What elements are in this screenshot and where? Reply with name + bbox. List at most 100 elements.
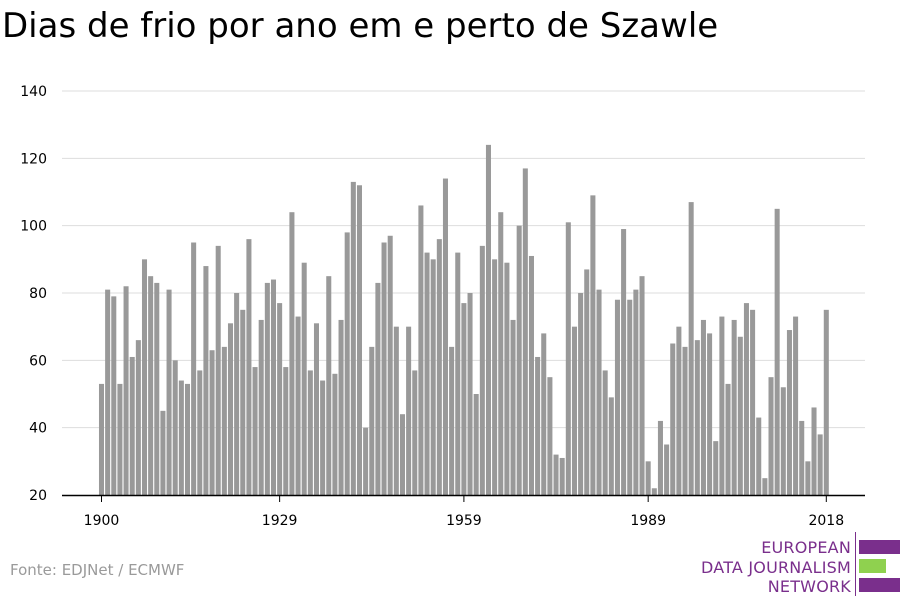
bar (406, 326, 412, 495)
bar (283, 367, 289, 495)
bar (547, 377, 553, 495)
logo-bar-green (859, 559, 886, 573)
bar (528, 255, 534, 495)
bar (823, 309, 829, 495)
bar (614, 299, 620, 495)
bar (313, 323, 320, 495)
bar (786, 330, 792, 495)
bar (178, 380, 184, 495)
y-tick-label: 60 (29, 353, 47, 369)
bar (485, 144, 491, 495)
bar (707, 333, 713, 495)
bar (449, 346, 455, 495)
bar (461, 303, 467, 495)
bar (191, 242, 197, 495)
bar (504, 262, 510, 495)
bar (234, 293, 240, 495)
bar (369, 346, 375, 495)
bar (492, 259, 498, 495)
bar (332, 373, 338, 495)
bar (399, 414, 405, 495)
x-tick-label: 1929 (262, 513, 298, 529)
bar (117, 383, 123, 495)
bar (123, 286, 129, 495)
bar (246, 239, 252, 495)
logo-text: EUROPEAN DATA JOURNALISM NETWORK (701, 538, 851, 597)
bar (811, 407, 817, 495)
y-tick-label: 120 (20, 151, 47, 167)
bar (621, 229, 627, 496)
bar (479, 245, 485, 495)
logo-line-1: EUROPEAN (761, 538, 851, 557)
x-tick-label: 1989 (630, 513, 666, 529)
bar (209, 350, 215, 495)
logo-bar-purple-top (859, 540, 900, 554)
bar (651, 488, 657, 495)
bar (633, 289, 639, 495)
bar (793, 316, 799, 495)
bar (203, 266, 209, 495)
bar (105, 289, 111, 495)
bar (608, 397, 614, 495)
bar (590, 195, 596, 495)
bar (510, 319, 516, 495)
bar (301, 262, 307, 495)
logo-line-2: DATA JOURNALISM (701, 557, 851, 577)
y-tick-label: 20 (29, 488, 47, 504)
bar (455, 252, 461, 495)
y-tick-label: 140 (20, 84, 47, 100)
bar (805, 461, 811, 495)
bar (571, 326, 577, 495)
bar (559, 457, 565, 495)
x-tick-label: 1959 (446, 513, 482, 529)
bar (676, 326, 682, 495)
bar (418, 205, 424, 495)
bar (141, 259, 148, 495)
bar (172, 360, 178, 495)
bar (393, 326, 399, 495)
bar (498, 212, 504, 495)
bar (780, 387, 786, 495)
bar (387, 235, 393, 495)
bar (381, 242, 387, 495)
logo-line-3: NETWORK (767, 577, 851, 596)
bar (535, 356, 541, 495)
bar (719, 316, 725, 495)
bar (252, 367, 258, 495)
bar (541, 333, 547, 495)
bar (799, 420, 805, 495)
bar (725, 383, 731, 495)
bar (375, 282, 381, 495)
bar (98, 383, 105, 495)
bar (135, 340, 141, 495)
y-tick-label: 80 (29, 286, 47, 302)
bar (227, 323, 234, 495)
bar (197, 370, 203, 495)
bar (289, 212, 295, 495)
bar (737, 336, 743, 495)
bar (436, 239, 442, 495)
bar (430, 259, 436, 495)
y-tick-label: 40 (29, 421, 47, 437)
bar (338, 319, 344, 495)
bar (221, 346, 227, 495)
bar (184, 383, 191, 495)
bar (657, 420, 663, 495)
chart-title: Dias de frio por ano em e perto de Szawl… (2, 6, 719, 46)
bar (111, 296, 117, 495)
bar (264, 282, 270, 495)
logo-divider (855, 532, 856, 596)
y-tick-label: 100 (20, 219, 47, 235)
bar (154, 282, 160, 495)
bar (160, 410, 166, 495)
bar (578, 293, 584, 495)
bar (762, 478, 768, 495)
bar (670, 343, 676, 495)
bar-chart: 20 40 60 80 100 120 140 1900 1929 1959 1989 2018 (20, 84, 865, 529)
bar (750, 309, 756, 495)
logo-bar-purple-bottom (859, 578, 900, 592)
bar (215, 245, 221, 495)
bar (639, 276, 645, 495)
source-note: Fonte: EDJNet / ECMWF (10, 561, 185, 579)
bar (645, 461, 651, 495)
